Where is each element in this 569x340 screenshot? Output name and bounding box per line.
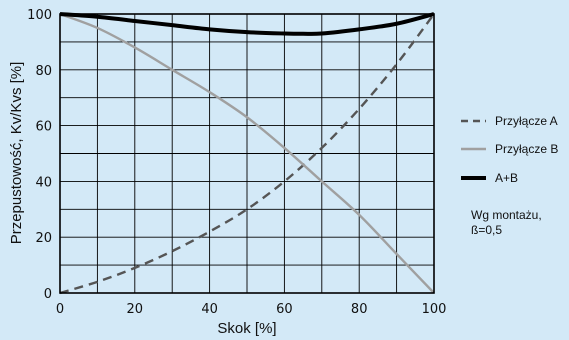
y-tick-label: 60 xyxy=(35,120,52,135)
x-tick-label: 0 xyxy=(56,302,64,317)
series-line-1 xyxy=(59,13,435,295)
x-axis-title: Skok [%] xyxy=(217,320,276,337)
y-tick-label: 20 xyxy=(35,231,52,246)
y-tick-label: 100 xyxy=(27,8,52,23)
x-tick-label: 60 xyxy=(276,302,293,317)
grid xyxy=(60,14,434,293)
y-tick-label: 80 xyxy=(35,64,52,79)
series-group xyxy=(59,12,435,295)
legend-label-3: A+B xyxy=(495,171,518,185)
note-line-2: ß=0,5 xyxy=(471,223,502,237)
y-tick-label: 0 xyxy=(44,287,52,302)
series-line-2 xyxy=(59,12,435,294)
plot-frame xyxy=(59,13,435,294)
legend: Przyłącze A Przyłącze B A+B xyxy=(461,114,558,185)
tick-labels: 0 20 40 60 80 100 0 20 40 60 80 100 xyxy=(27,8,446,317)
y-tick-label: 40 xyxy=(35,175,52,190)
y-axis-title: Przepustowość, Kv/Kvs [%] xyxy=(8,62,25,245)
series-line-3 xyxy=(59,12,435,36)
x-tick-label: 100 xyxy=(422,302,447,317)
legend-label-1: Przyłącze A xyxy=(495,114,558,128)
legend-label-2: Przyłącze B xyxy=(495,142,558,156)
x-tick-label: 20 xyxy=(127,302,144,317)
note-line-1: Wg montażu, xyxy=(471,208,542,222)
x-tick-label: 40 xyxy=(201,302,218,317)
x-tick-label: 80 xyxy=(351,302,368,317)
